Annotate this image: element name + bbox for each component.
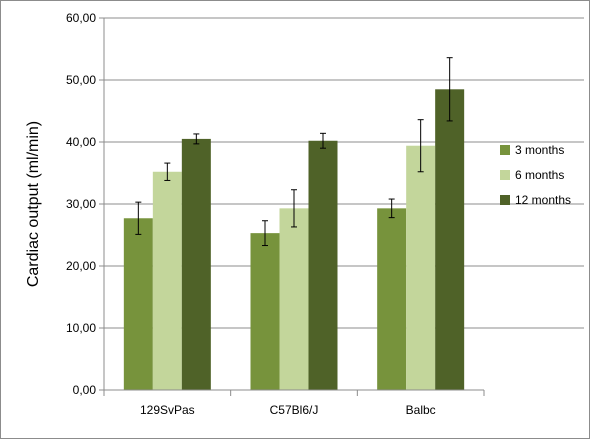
bar: [152, 171, 182, 390]
legend-swatch: [500, 170, 510, 180]
y-axis-title: Cardiac output (ml/min): [25, 121, 42, 287]
y-tick-label: 30,00: [66, 197, 96, 211]
legend-swatch: [500, 145, 510, 155]
x-tick-label: 129SvPas: [140, 403, 195, 417]
axes: [103, 18, 484, 391]
bar: [181, 138, 211, 390]
legend-label: 12 months: [515, 193, 571, 207]
x-axis-ticks: 129SvPas C57Bl6/J Balbc: [103, 390, 485, 417]
legend-swatch: [500, 195, 510, 205]
x-tick-label: C57Bl6/J: [270, 403, 319, 417]
bar: [279, 208, 309, 390]
legend-label: 3 months: [515, 143, 564, 157]
bar: [377, 208, 407, 390]
error-bars: [135, 57, 453, 247]
bar: [308, 140, 338, 390]
legend: 3 months 6 months 12 months: [500, 143, 571, 207]
y-tick-label: 50,00: [66, 73, 96, 87]
y-tick-label: 40,00: [66, 135, 96, 149]
bars: [123, 89, 465, 391]
bar: [406, 145, 436, 390]
y-tick-label: 20,00: [66, 259, 96, 273]
x-tick-label: Balbc: [406, 403, 436, 417]
y-tick-label: 0,00: [73, 383, 97, 397]
y-axis-ticks: 0,00 10,00 20,00 30,00 40,00 50,00 60,00: [66, 11, 104, 397]
bar: [250, 233, 280, 390]
legend-label: 6 months: [515, 168, 564, 182]
bar: [123, 218, 153, 390]
bar: [435, 89, 465, 391]
y-tick-label: 10,00: [66, 321, 96, 335]
y-tick-label: 60,00: [66, 11, 96, 25]
